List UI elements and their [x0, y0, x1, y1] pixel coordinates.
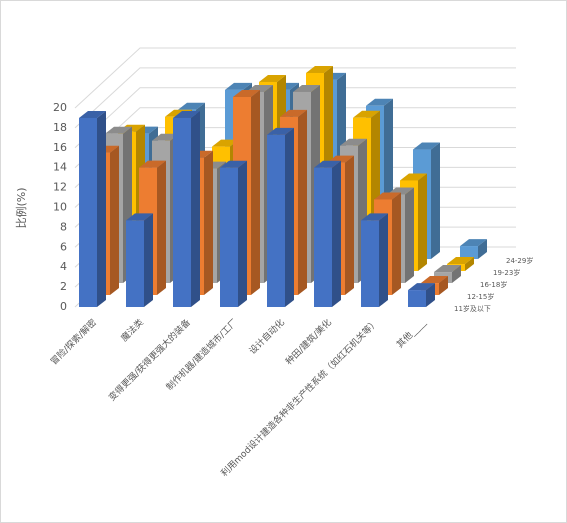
series-label: 16-18岁: [480, 280, 507, 289]
bar-front: [173, 117, 191, 307]
bar-top: [220, 160, 247, 168]
bar: [460, 239, 487, 259]
bar-side: [345, 155, 354, 295]
bar-top: [408, 283, 435, 291]
bar-top: [267, 127, 294, 135]
bar: [314, 160, 341, 307]
y-axis-title: 比例(%): [14, 187, 28, 228]
bar-top: [259, 74, 286, 82]
bar-side: [110, 145, 119, 295]
bar-side: [157, 160, 166, 295]
bar-side: [332, 160, 341, 307]
bar-side: [238, 160, 247, 307]
bar-top: [413, 142, 440, 150]
grid-line: [74, 67, 516, 129]
y-tick-label: 16: [53, 141, 67, 154]
bar-front: [314, 167, 332, 307]
bar-side: [97, 110, 106, 307]
bar-front: [79, 117, 97, 307]
bar-front: [220, 167, 238, 307]
bar-top: [400, 173, 427, 181]
bar: [361, 213, 388, 307]
bar: [173, 110, 200, 307]
bar-front: [267, 134, 285, 307]
bar-side: [452, 265, 461, 283]
bar-side: [405, 187, 414, 283]
bar-top: [421, 276, 448, 284]
bar: [220, 160, 247, 307]
bar-top: [353, 110, 380, 118]
bar-top: [105, 126, 132, 134]
bar-top: [366, 98, 393, 106]
bar-top: [139, 160, 166, 168]
bar-top: [447, 257, 474, 265]
bar-front: [126, 220, 144, 307]
bar-top: [340, 138, 367, 146]
bar-side: [392, 192, 401, 295]
bar: [267, 127, 294, 308]
y-tick-label: 10: [53, 201, 67, 214]
y-tick-label: 8: [60, 220, 67, 233]
bar-top: [280, 109, 307, 117]
y-tick-label: 4: [60, 260, 67, 273]
bar-top: [374, 192, 401, 200]
bar-side: [431, 142, 440, 259]
bar-side: [478, 239, 487, 259]
y-tick-label: 14: [53, 161, 67, 174]
bar-top: [126, 213, 153, 221]
bar-side: [298, 109, 307, 296]
bar-side: [439, 276, 448, 295]
bar-top: [225, 82, 252, 90]
bar-top: [173, 110, 200, 118]
y-tick-label: 12: [53, 181, 67, 194]
bar-top: [178, 102, 205, 110]
bar-top: [314, 160, 341, 168]
bar-front: [361, 220, 379, 307]
y-tick-label: 0: [60, 300, 67, 313]
bar-top: [306, 65, 333, 73]
bar-side: [426, 283, 435, 307]
bar-top: [293, 84, 320, 92]
bar: [408, 283, 435, 307]
bar-front: [460, 246, 478, 259]
y-tick-label: 20: [53, 101, 67, 114]
bar-side: [379, 213, 388, 307]
bar-side: [204, 150, 213, 295]
grid-line: [74, 47, 516, 109]
y-tick-label: 2: [60, 280, 67, 293]
bar-top: [460, 239, 487, 247]
bar: [126, 213, 153, 307]
bar-side: [465, 257, 474, 271]
bar-top: [212, 139, 239, 147]
bar-top: [361, 213, 388, 221]
bar-top: [434, 265, 461, 273]
series-label: 11岁及以下: [454, 304, 491, 313]
series-label: 24-29岁: [506, 256, 533, 265]
series-label: 12-15岁: [467, 292, 494, 301]
bar-side: [251, 89, 260, 296]
bar-side: [285, 127, 294, 308]
bar-top: [79, 110, 106, 118]
bar: [79, 110, 106, 307]
bar-top: [233, 89, 260, 97]
bar-top: [152, 133, 179, 141]
bar-front: [408, 290, 426, 307]
bar-side: [191, 110, 200, 307]
bar-side: [418, 173, 427, 271]
y-tick-label: 6: [60, 240, 67, 253]
bar-side: [144, 213, 153, 307]
y-tick-label: 18: [53, 121, 67, 134]
series-label: 19-23岁: [493, 268, 520, 277]
